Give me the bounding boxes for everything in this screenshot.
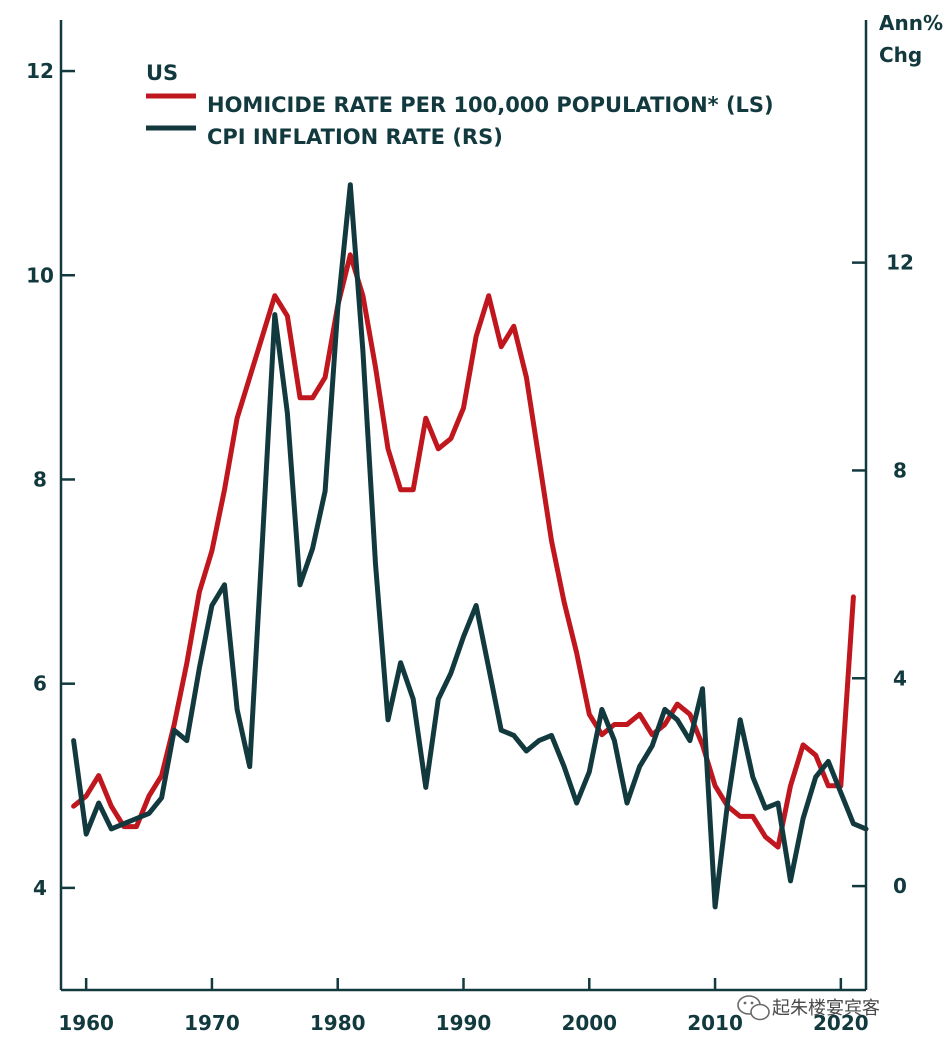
cpi-inflation-line bbox=[71, 182, 869, 910]
x-tick-label: 1980 bbox=[310, 1011, 366, 1035]
axis-ticks: 4 6 8 10 12 0 4 8 12 1960 1970 1980 1990 2000 2010 2020 bbox=[26, 59, 914, 1035]
right-axis-unit-line1: Ann% bbox=[879, 11, 943, 35]
series-lines bbox=[71, 182, 869, 910]
right-axis-unit: Ann% Chg bbox=[879, 11, 943, 67]
x-tick-label: 1960 bbox=[58, 1011, 114, 1035]
watermark: 起朱楼宴宾客 bbox=[737, 995, 880, 1021]
watermark-text: 起朱楼宴宾客 bbox=[772, 997, 880, 1019]
right-tick-label: 8 bbox=[893, 458, 907, 482]
wechat-icon bbox=[737, 995, 770, 1021]
x-tick-label: 2000 bbox=[561, 1011, 617, 1035]
legend-label-homicide: HOMICIDE RATE PER 100,000 POPULATION* (L… bbox=[207, 93, 774, 117]
right-tick-label: 0 bbox=[893, 874, 907, 898]
x-tick-label: 1990 bbox=[436, 1011, 492, 1035]
left-tick-label: 12 bbox=[26, 59, 54, 83]
left-tick-label: 10 bbox=[26, 263, 54, 287]
legend: US HOMICIDE RATE PER 100,000 POPULATION*… bbox=[146, 61, 774, 149]
homicide-rate-line bbox=[71, 252, 856, 850]
legend-label-cpi: CPI INFLATION RATE (RS) bbox=[207, 125, 503, 149]
left-tick-label: 8 bbox=[33, 467, 47, 491]
right-tick-label: 12 bbox=[886, 251, 914, 275]
region-label: US bbox=[146, 61, 178, 85]
x-tick-label: 1970 bbox=[184, 1011, 240, 1035]
x-tick-label: 2020 bbox=[813, 1011, 869, 1035]
x-tick-label: 2010 bbox=[687, 1011, 743, 1035]
right-tick-label: 4 bbox=[893, 666, 907, 690]
plot-frame bbox=[59, 20, 868, 992]
right-axis-unit-line2: Chg bbox=[879, 43, 922, 67]
left-tick-label: 6 bbox=[33, 672, 47, 696]
left-tick-label: 4 bbox=[33, 876, 47, 900]
